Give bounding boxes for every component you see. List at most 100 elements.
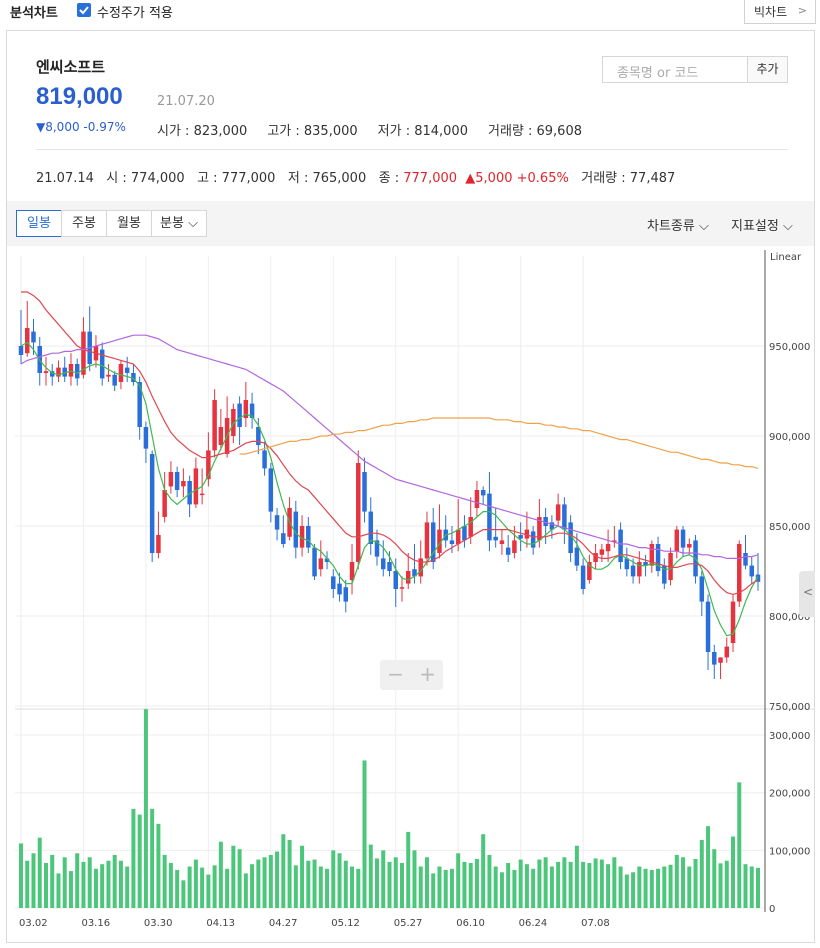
candle-body: [437, 529, 442, 553]
volume-bar: [624, 874, 629, 908]
tab-minute[interactable]: 분봉 ⌵: [151, 210, 207, 237]
current-price: 819,000: [36, 83, 123, 110]
volume-bar: [43, 863, 48, 908]
chevron-down-icon: ⌵: [188, 216, 198, 231]
volume-bar: [106, 860, 111, 908]
volume-bar: [649, 869, 654, 908]
candle-body: [274, 515, 280, 530]
candle-body: [474, 490, 480, 508]
volume-bar: [300, 845, 305, 908]
volume-bar: [250, 864, 255, 908]
volume-bar: [356, 868, 361, 908]
candle-body: [99, 349, 105, 379]
volume-bar: [531, 868, 536, 908]
volume-bar: [668, 864, 673, 908]
candle-body: [649, 544, 655, 566]
date-tick-label: 07.08: [581, 918, 610, 929]
volume-bar: [381, 850, 386, 908]
volume-bar: [581, 861, 586, 908]
volume-bar: [331, 850, 336, 908]
volume-bar: [543, 857, 548, 908]
adjusted-price-checkbox[interactable]: [77, 3, 91, 17]
candle-body: [612, 540, 617, 542]
volume-bar: [193, 859, 198, 908]
date-tick-label: 05.12: [331, 918, 360, 929]
candle-body: [530, 531, 536, 548]
volume-bar: [231, 845, 236, 908]
stock-name: 엔씨소프트: [36, 58, 106, 76]
volume-bar: [468, 863, 473, 908]
candle-body: [412, 569, 417, 577]
volume-bar: [87, 857, 92, 908]
add-button[interactable]: 추가: [747, 56, 788, 83]
volume-bar: [375, 858, 380, 908]
candle-body: [168, 472, 174, 487]
indicator-settings-dropdown[interactable]: 지표설정 ⌵: [731, 215, 793, 234]
check-icon: [79, 6, 89, 15]
candle-body: [680, 529, 686, 548]
hover-close-label: 종 :: [378, 171, 404, 186]
volume-bar: [612, 857, 617, 908]
candle-body: [430, 522, 436, 562]
candle-body: [193, 468, 199, 505]
hover-high: 고 : 777,000: [197, 171, 276, 186]
candle-body: [49, 371, 55, 377]
tab-monthly[interactable]: 월봉: [106, 210, 152, 237]
candle-body: [537, 517, 542, 541]
price-change: ▼8,000 -0.97%: [36, 120, 126, 134]
candle-body: [468, 517, 473, 537]
volume-bar: [206, 874, 211, 908]
tab-daily[interactable]: 일봉: [16, 210, 62, 237]
chart-type-dropdown[interactable]: 차트종류 ⌵: [647, 215, 709, 234]
side-panel-handle[interactable]: <: [799, 571, 815, 617]
volume-bar: [168, 863, 173, 908]
change-amount: 8,000: [45, 120, 80, 134]
volume-bar: [462, 861, 467, 908]
volume-bar: [443, 869, 448, 908]
candle-body: [399, 587, 405, 589]
volume-bar: [474, 859, 479, 908]
candle-body: [306, 526, 311, 548]
candle-body: [449, 540, 455, 544]
volume-bar: [181, 880, 186, 908]
volume-bar: [118, 860, 123, 908]
volume-bar: [50, 854, 55, 908]
volume-bar: [137, 814, 142, 908]
volume-bar: [25, 860, 30, 908]
big-chart-button[interactable]: 빅차트 >: [744, 0, 816, 24]
candle-body: [587, 562, 592, 580]
date-tick-label: 04.27: [269, 918, 298, 929]
hover-change-percent: +0.65%: [516, 171, 569, 186]
date-tick-label: 03.30: [144, 918, 173, 929]
volume-bar: [112, 854, 117, 908]
tab-weekly[interactable]: 주봉: [61, 210, 107, 237]
candle-body: [549, 522, 555, 530]
candle-body: [705, 601, 711, 652]
candle-body: [81, 331, 86, 375]
volume-bar: [56, 873, 61, 908]
volume-bar: [493, 866, 498, 908]
chart-panel: 엔씨소프트 819,000 21.07.20 ▼8,000 -0.97% 시가 …: [6, 30, 815, 943]
candle-body: [687, 544, 692, 548]
price-date: 21.07.20: [157, 94, 215, 109]
price-tick-label: 950,000: [769, 342, 810, 353]
zoom-out-button[interactable]: −: [387, 662, 404, 686]
volume-tick-label: 300,000: [769, 731, 810, 742]
hover-change: 5,000: [475, 171, 513, 186]
candle-body: [493, 536, 498, 541]
candle-body: [487, 493, 492, 541]
volume-bar: [275, 851, 280, 908]
volume-bar: [19, 843, 23, 908]
stock-search-input[interactable]: 종목명 or 코드: [602, 56, 748, 83]
volume-bar: [100, 864, 105, 908]
volume-bar: [693, 859, 698, 908]
zoom-in-button[interactable]: +: [419, 662, 436, 686]
volume-bar: [31, 853, 36, 908]
candle-body: [256, 427, 261, 445]
volume-bar: [537, 859, 542, 908]
candle-body: [599, 549, 605, 555]
candle-body: [124, 367, 130, 373]
date-tick-label: 06.10: [456, 918, 485, 929]
candle-body: [199, 493, 205, 496]
